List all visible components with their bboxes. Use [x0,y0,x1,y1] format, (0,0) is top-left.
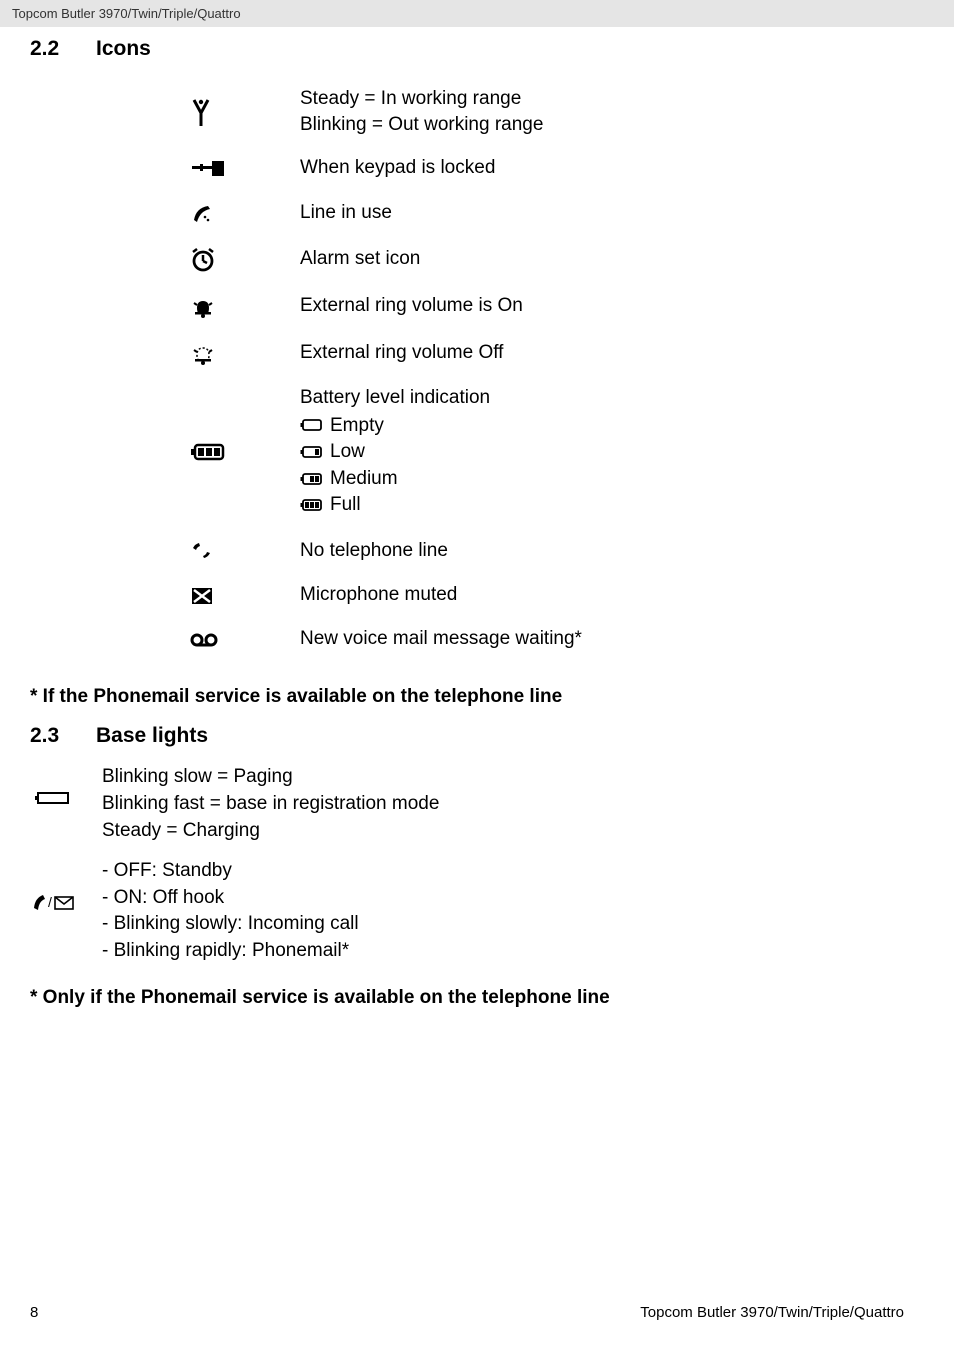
alarm-desc: Alarm set icon [300,235,582,282]
battery-medium-label: Medium [330,466,398,492]
mute-desc: Microphone muted [300,573,582,617]
ring-on-icon [190,294,300,320]
note-2: * Only if the Phonemail service is avail… [30,987,904,1009]
base-block-2: / - OFF: Standby - ON: Off hook - Blinki… [30,858,904,964]
section-23: 2.3 Base lights [30,724,904,748]
battery-empty-label: Empty [330,413,384,439]
base-rect-icon [35,790,71,806]
battery-low-icon [300,445,324,459]
base1-l1: Blinking slow = Paging [102,764,439,791]
lock-desc: When keypad is locked [300,146,582,190]
battery-levels: Empty Low [300,413,582,519]
signal-icon [190,99,300,127]
battery-full-label: Full [330,492,361,518]
battery-empty-icon [300,418,324,432]
note-1: * If the Phonemail service is available … [30,686,904,708]
line-icon [190,202,300,226]
base1-l3: Steady = Charging [102,818,439,845]
base1-l2: Blinking fast = base in registration mod… [102,791,439,818]
signal-desc-1: Steady = In working range [300,86,582,112]
voicemail-icon [190,633,300,647]
ring-off-desc: External ring volume Off [300,329,582,376]
ring-off-icon [190,341,300,367]
battery-icon [190,441,300,463]
section-22: 2.2 Icons [30,37,904,61]
handset-mail-icon: / [31,892,75,914]
content: 2.2 Icons Steady = In working range Blin… [0,27,954,1009]
alarm-icon [190,247,300,273]
footer: 8 Topcom Butler 3970/Twin/Triple/Quattro [0,1304,954,1321]
section-23-title: Base lights [96,724,208,748]
svg-text:/: / [48,894,52,910]
section-22-num: 2.2 [30,37,74,61]
battery-medium-icon [300,472,324,486]
ring-on-desc: External ring volume is On [300,282,582,329]
signal-desc-2: Blinking = Out working range [300,112,582,138]
lock-icon [190,160,300,180]
no-line-desc: No telephone line [300,528,582,573]
icons-table: Steady = In working range Blinking = Out… [190,77,582,660]
page-number: 8 [30,1304,38,1321]
line-desc: Line in use [300,190,582,235]
base2-l1: - OFF: Standby [102,858,359,885]
footer-right: Topcom Butler 3970/Twin/Triple/Quattro [640,1304,904,1321]
base2-l2: - ON: Off hook [102,885,359,912]
header-text: Topcom Butler 3970/Twin/Triple/Quattro [12,6,241,21]
battery-full-icon [300,498,324,512]
battery-title: Battery level indication [300,385,582,411]
voicemail-desc: New voice mail message waiting* [300,617,582,661]
no-line-icon [190,540,300,564]
battery-low-label: Low [330,439,365,465]
base2-l4: - Blinking rapidly: Phonemail* [102,938,359,965]
mute-icon [190,586,300,606]
base-block-1: Blinking slow = Paging Blinking fast = b… [30,764,904,844]
section-22-title: Icons [96,37,151,61]
base2-l3: - Blinking slowly: Incoming call [102,911,359,938]
section-23-num: 2.3 [30,724,74,748]
header-bar: Topcom Butler 3970/Twin/Triple/Quattro [0,0,954,27]
